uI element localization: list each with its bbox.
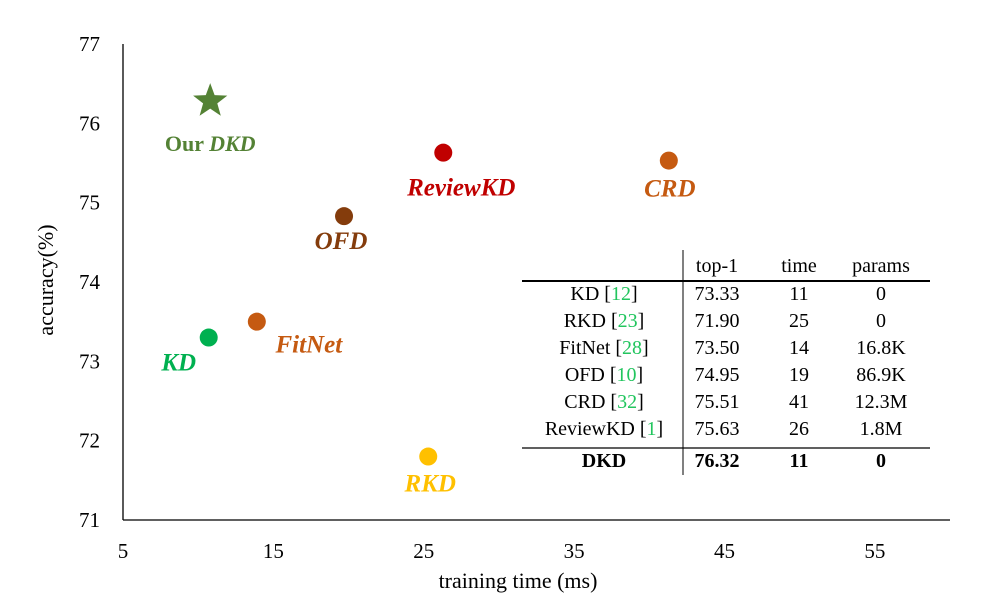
y-tick-label: 74	[79, 270, 101, 294]
point-label-our: Our DKD	[165, 131, 256, 156]
results-table: top-1 time params KD [12] 73.33 11 0 RKD [23] 71…	[522, 250, 930, 475]
table-cell-top1: 74.95	[695, 364, 740, 386]
table-cell-params: 12.3M	[855, 391, 908, 413]
table-cell-top1: 75.63	[695, 418, 740, 440]
table-final-cell: 0	[876, 450, 886, 472]
x-tick-label: 45	[714, 539, 735, 563]
x-tick-label: 55	[864, 539, 885, 563]
x-tick-label: 35	[564, 539, 585, 563]
point-label-reviewkd: ReviewKD	[406, 175, 515, 202]
table-cell-time: 26	[789, 418, 809, 440]
table-header: params	[852, 255, 910, 277]
y-tick-label: 75	[79, 191, 100, 215]
table-cell-method: KD [12]	[570, 283, 637, 305]
table-final-cell: 11	[790, 450, 809, 472]
table-cell-method: RKD [23]	[564, 310, 645, 332]
x-axis-label: training time (ms)	[439, 568, 598, 593]
table-cell-time: 25	[789, 310, 809, 332]
table-cell-time: 11	[789, 283, 808, 305]
table-cell-method: ReviewKD [1]	[545, 418, 663, 440]
table-cell-params: 86.9K	[856, 364, 906, 386]
point-kd	[199, 328, 218, 347]
table-cell-params: 0	[876, 283, 886, 305]
point-ofd	[335, 207, 354, 226]
table-cell-time: 14	[789, 337, 809, 359]
y-tick-label: 72	[79, 429, 100, 453]
table-cell-top1: 71.90	[695, 310, 740, 332]
table-cell-params: 16.8K	[856, 337, 906, 359]
table-cell-params: 1.8M	[860, 418, 903, 440]
y-tick-label: 73	[79, 349, 100, 373]
point-crd	[659, 151, 678, 170]
table-cell-top1: 73.50	[695, 337, 740, 359]
point-our-star	[193, 83, 228, 116]
axes	[122, 44, 950, 521]
x-tick-label: 5	[118, 539, 129, 563]
y-tick-label: 77	[79, 32, 100, 56]
table-header: top-1	[696, 255, 738, 277]
point-label-kd: KD	[160, 350, 196, 377]
table-cell-top1: 73.33	[695, 283, 740, 305]
table-cell-method: CRD [32]	[564, 391, 643, 413]
data-points: Our DKD ReviewKD CRD OFD FitNet KD RKD	[160, 83, 696, 498]
point-reviewkd	[434, 143, 453, 162]
table-cell-time: 41	[789, 391, 809, 413]
y-axis-label: accuracy(%)	[33, 224, 58, 335]
table-cell-time: 19	[789, 364, 809, 386]
x-tick-label: 25	[413, 539, 434, 563]
table-cell-method: OFD [10]	[565, 364, 643, 386]
x-tick-labels: 5 15 25 35 45 55	[118, 539, 886, 563]
y-tick-label: 71	[79, 508, 100, 532]
y-tick-label: 76	[79, 111, 100, 135]
table-header: time	[781, 255, 817, 277]
x-tick-label: 15	[263, 539, 284, 563]
point-label-rkd: RKD	[404, 471, 456, 498]
table-cell-top1: 75.51	[695, 391, 740, 413]
point-label-ofd: OFD	[315, 228, 368, 255]
table-final-cell: 76.32	[695, 450, 740, 472]
point-fitnet	[247, 312, 266, 331]
y-tick-labels: 71 72 73 74 75 76 77	[79, 32, 101, 532]
point-label-crd: CRD	[644, 176, 695, 203]
point-label-fitnet: FitNet	[274, 332, 343, 359]
table-final-cell: DKD	[582, 450, 626, 472]
table-cell-method: FitNet [28]	[559, 337, 648, 359]
point-rkd	[419, 447, 438, 466]
table-cell-params: 0	[876, 310, 886, 332]
